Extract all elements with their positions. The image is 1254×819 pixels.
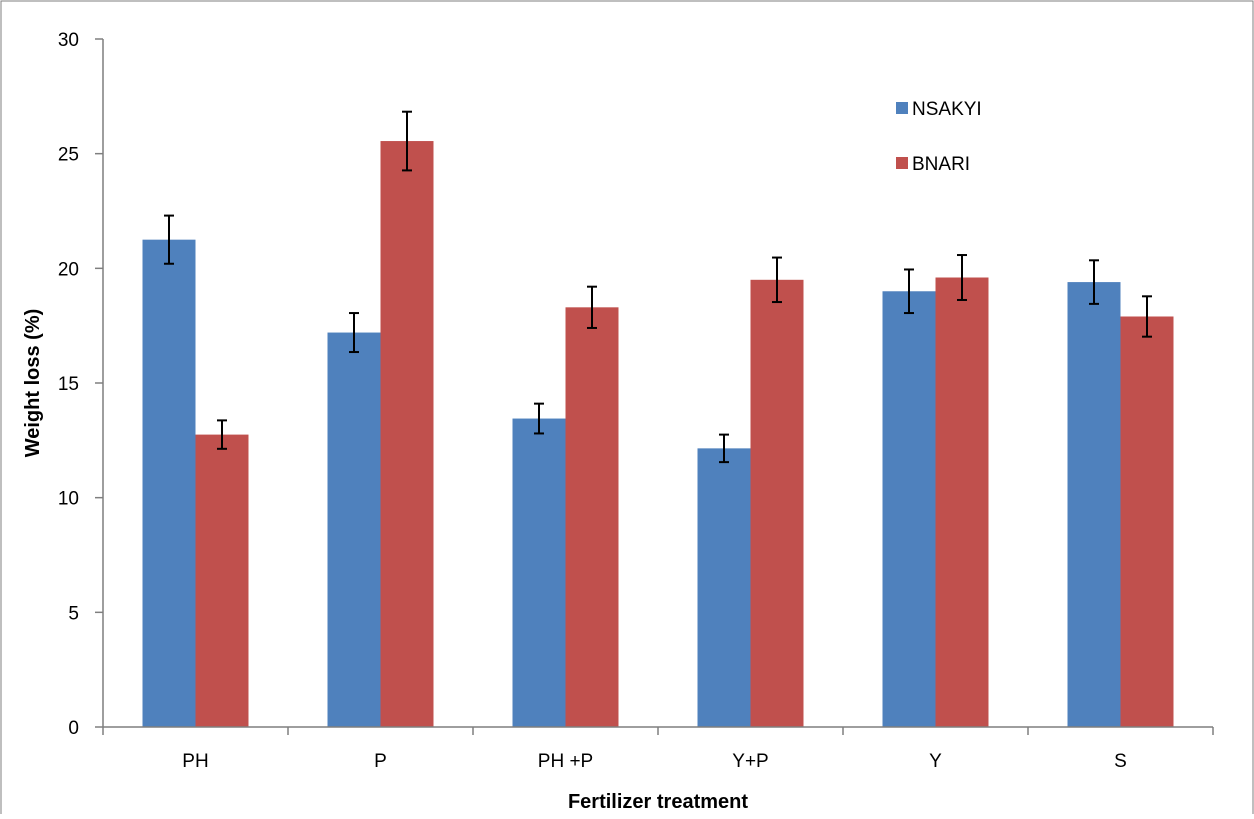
y-tick-label: 20	[58, 259, 79, 280]
bar-nsakyi	[697, 448, 751, 727]
y-tick-label: 15	[58, 374, 79, 395]
bar-nsakyi	[327, 332, 381, 727]
error-bar	[1142, 295, 1152, 338]
bar-bnari	[935, 277, 989, 727]
y-tick-label: 30	[58, 30, 79, 51]
bar-nsakyi	[142, 239, 196, 727]
y-tick-label: 25	[58, 145, 79, 166]
error-bars	[164, 110, 1152, 464]
bar-bnari	[750, 279, 804, 727]
bar-bnari	[565, 307, 619, 727]
x-axis-ticks: PH P PH +P Y+P Y S	[102, 727, 1214, 772]
bar-nsakyi	[512, 418, 566, 727]
x-tick-label: Y	[929, 751, 942, 772]
x-tick-label: Y+P	[732, 751, 768, 772]
bars	[142, 141, 1174, 727]
y-tick-label: 5	[68, 603, 79, 624]
x-tick-label: PH	[182, 751, 208, 772]
error-bar	[957, 254, 967, 301]
error-bar	[1089, 259, 1099, 305]
error-bar	[772, 256, 782, 304]
bar-bnari	[195, 434, 249, 727]
legend-label: NSAKYI	[912, 99, 982, 120]
error-bar	[534, 402, 544, 435]
bar-bnari	[1120, 316, 1174, 727]
legend-swatch	[896, 102, 908, 114]
x-tick-label: S	[1114, 751, 1127, 772]
legend-item-nsakyi: NSAKYI	[896, 99, 982, 120]
legend-label: BNARI	[912, 154, 970, 175]
error-bar	[217, 419, 227, 450]
error-bar	[587, 285, 597, 329]
error-bar	[349, 312, 359, 354]
legend-swatch	[896, 157, 908, 169]
y-axis-ticks: 0 5 10 15 20 25 30	[58, 30, 103, 739]
error-bar	[719, 433, 729, 464]
x-tick-label: P	[374, 751, 387, 772]
bar-nsakyi	[1067, 282, 1121, 727]
error-bar	[402, 110, 412, 172]
legend-item-bnari: BNARI	[896, 154, 970, 175]
error-bar	[904, 268, 914, 315]
x-axis-title: Fertilizer treatment	[568, 791, 748, 813]
bar-nsakyi	[882, 291, 936, 727]
y-tick-label: 0	[68, 718, 79, 739]
legend: NSAKYI BNARI	[896, 99, 982, 175]
x-tick-label: PH +P	[538, 751, 593, 772]
y-tick-label: 10	[58, 489, 79, 510]
y-axis-title: Weight loss (%)	[22, 309, 44, 458]
bar-bnari	[380, 141, 434, 727]
error-bar	[164, 214, 174, 265]
